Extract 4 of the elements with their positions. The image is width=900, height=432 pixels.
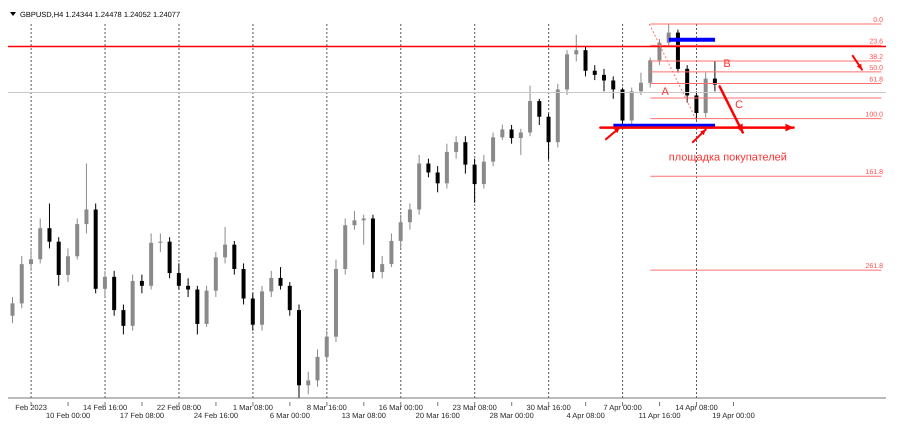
annotation: A — [661, 86, 670, 98]
annotation: C — [735, 99, 744, 112]
annotation: площадка покупателей — [668, 152, 787, 164]
annotation: B — [723, 58, 731, 70]
